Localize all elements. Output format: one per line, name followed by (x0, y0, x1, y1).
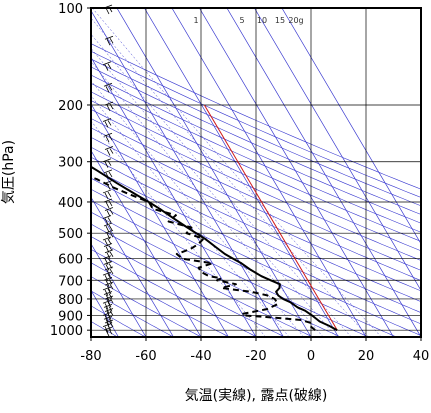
mixing-ratio-label: 15 (275, 16, 285, 25)
y-tick-label: 1000 (50, 324, 83, 339)
y-tick-label: 600 (58, 253, 83, 268)
y-tick-label: 300 (58, 156, 83, 171)
y-tick-label: 500 (58, 227, 83, 242)
x-tick-label: 40 (413, 349, 430, 364)
mixing-ratio-label: 1 (193, 16, 198, 25)
x-axis-title: 気温(実線), 露点(破線) (185, 388, 328, 404)
x-tick-label: -40 (190, 349, 211, 364)
x-tick-label: 20 (358, 349, 375, 364)
x-tick-label: 0 (307, 349, 315, 364)
y-tick-label: 400 (58, 196, 83, 211)
y-tick-label: 900 (58, 309, 83, 324)
y-tick-label: 700 (58, 274, 83, 289)
x-axis: -80 -60 -40 -20 0 20 40 (80, 337, 429, 364)
y-axis-title: 気圧(hPa) (1, 140, 17, 204)
x-tick-label: -20 (245, 349, 266, 364)
x-tick-label: -60 (135, 349, 156, 364)
y-tick-label: 800 (58, 293, 83, 308)
y-tick-label: 200 (58, 99, 83, 114)
mixing-ratio-label: 5 (239, 16, 244, 25)
y-tick-label: 100 (58, 2, 83, 17)
mixing-ratio-label: 10 (257, 16, 267, 25)
x-tick-label: -80 (80, 349, 101, 364)
mixing-ratio-label: 20g (288, 16, 303, 25)
